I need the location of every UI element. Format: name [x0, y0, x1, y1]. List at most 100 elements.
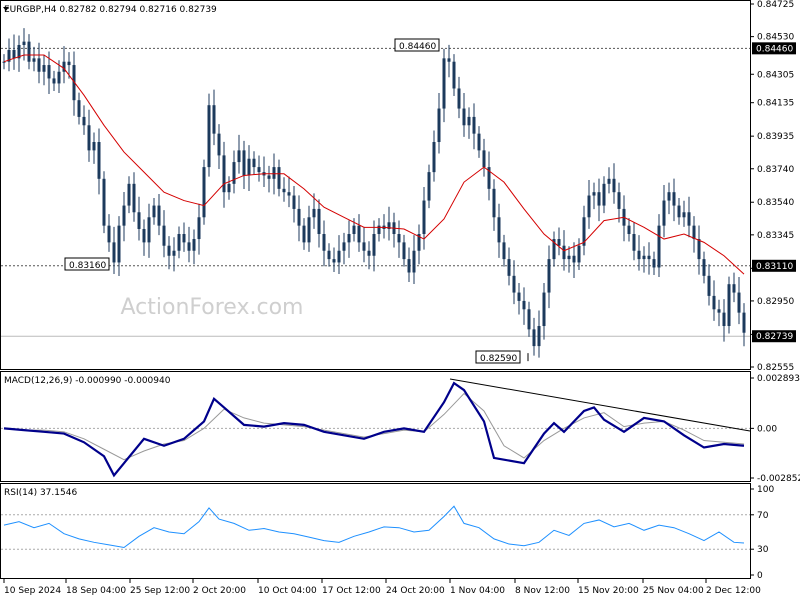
- price-bar-body: [92, 142, 96, 151]
- price-bar-body: [287, 192, 291, 196]
- price-bar-body: [477, 133, 481, 151]
- price-bar-body: [222, 155, 226, 193]
- level-callout-box: [394, 38, 440, 52]
- level-callout-box: [64, 257, 110, 271]
- price-bar-body: [52, 78, 56, 84]
- price-bar-body: [647, 255, 651, 260]
- collapse-arrow-icon[interactable]: [3, 7, 9, 11]
- rsi-tick-label: 70: [757, 511, 769, 521]
- level-callout-label: 0.83160: [69, 261, 106, 271]
- price-bar-body: [367, 250, 371, 256]
- price-bar-body: [587, 195, 591, 218]
- price-bar-body: [352, 225, 356, 235]
- price-bar-body: [552, 239, 556, 260]
- price-bar-body: [502, 242, 506, 260]
- price-reference-lines: [1, 47, 750, 337]
- time-axis: 10 Sep 2024 18 Sep 04:00 25 Sep 12:00 2 Oct…: [3, 579, 761, 596]
- price-bar-body: [572, 255, 576, 263]
- price-tag: 0.84460: [752, 42, 796, 55]
- price-bar-body: [147, 217, 151, 243]
- price-bar-body: [192, 239, 196, 251]
- level-callout-label: 0.84460: [399, 42, 436, 52]
- price-bar-body: [27, 41, 31, 62]
- price-tag: 0.83110: [752, 259, 796, 272]
- price-bar-body: [522, 300, 526, 310]
- time-tick-label: 18 Sep 04:00: [66, 586, 126, 596]
- macd-header: MACD(12,26,9) -0.000990 -0.000940: [4, 376, 171, 386]
- price-bar-body: [637, 250, 641, 260]
- price-bar-body: [347, 234, 351, 243]
- price-bar-body: [357, 225, 361, 243]
- price-bar-body: [167, 245, 171, 256]
- price-bar-body: [182, 234, 186, 243]
- price-bar-body: [507, 259, 511, 276]
- price-bar-body: [562, 245, 566, 260]
- price-bar-body: [272, 167, 276, 179]
- price-bar-body: [717, 309, 721, 313]
- rsi-axis: 100 70 30 0: [750, 485, 774, 581]
- price-bar-body: [452, 61, 456, 89]
- level-callout: 0.83160: [64, 257, 110, 271]
- macd-trendline: [449, 378, 751, 432]
- price-bar-body: [232, 162, 236, 184]
- price-tag-label: 0.84460: [756, 44, 793, 54]
- price-bar-body: [107, 225, 111, 243]
- price-bar-body: [547, 259, 551, 293]
- ma-polyline: [3, 54, 745, 275]
- price-bar-body: [727, 284, 731, 327]
- price-bar-body: [492, 188, 496, 218]
- price-bar-body: [237, 150, 241, 163]
- price-bar-body: [127, 183, 131, 206]
- time-tick-label: 24 Oct 20:00: [386, 586, 445, 596]
- rsi-tick-label: 30: [757, 545, 769, 555]
- price-bar-body: [512, 275, 516, 293]
- price-bar-body: [307, 217, 311, 243]
- price-bar-body: [517, 292, 521, 301]
- price-bar-body: [602, 183, 606, 206]
- price-bar-body: [732, 284, 736, 293]
- macd-axis: 0.002893 0.00 -0.002852: [750, 374, 800, 484]
- price-bar-body: [402, 242, 406, 260]
- price-bar-body: [277, 167, 281, 189]
- price-bar-body: [737, 292, 741, 313]
- price-bar-body: [592, 192, 596, 196]
- level-callout: 0.82590: [475, 350, 521, 364]
- price-bar-body: [542, 292, 546, 327]
- price-bar-body: [687, 212, 691, 226]
- price-tag-box: [752, 330, 796, 343]
- price-bar-body: [537, 326, 541, 347]
- price-bar-body: [617, 192, 621, 209]
- price-bar-body: [462, 108, 466, 126]
- price-bar-body: [722, 312, 726, 327]
- price-bar-body: [652, 259, 656, 268]
- price-bar-body: [227, 183, 231, 193]
- price-bar-body: [387, 222, 391, 229]
- price-bar-body: [87, 125, 91, 151]
- macd-tick-label: -0.002852: [757, 474, 800, 484]
- time-tick-label: 25 Sep 12:00: [130, 586, 190, 596]
- rsi-tick-label: 0: [757, 571, 763, 581]
- moving-average: [3, 54, 745, 275]
- price-bar-body: [292, 195, 296, 209]
- price-bar-body: [327, 250, 331, 260]
- time-tick-label: 10 Sep 2024: [4, 586, 61, 596]
- level-callout-box: [475, 350, 521, 364]
- rsi-panel: [0, 483, 751, 579]
- price-tick-label: 0.84725: [757, 0, 794, 10]
- watermark: ActionForex.com: [121, 295, 304, 320]
- price-bar-body: [247, 158, 251, 176]
- price-bar-body: [417, 234, 421, 251]
- price-bar-body: [412, 250, 416, 273]
- price-bar-body: [457, 88, 461, 109]
- price-bar-body: [132, 183, 136, 213]
- price-bar-body: [152, 205, 156, 218]
- price-bar-body: [432, 142, 436, 173]
- price-bar-body: [2, 61, 6, 63]
- price-bar-body: [702, 259, 706, 276]
- price-bar-body: [467, 116, 471, 126]
- price-tag-box: [752, 259, 796, 272]
- price-bar-body: [557, 239, 561, 246]
- price-tick-label: 0.83345: [757, 231, 794, 241]
- price-bar-body: [312, 208, 316, 218]
- price-bar-body: [162, 225, 166, 246]
